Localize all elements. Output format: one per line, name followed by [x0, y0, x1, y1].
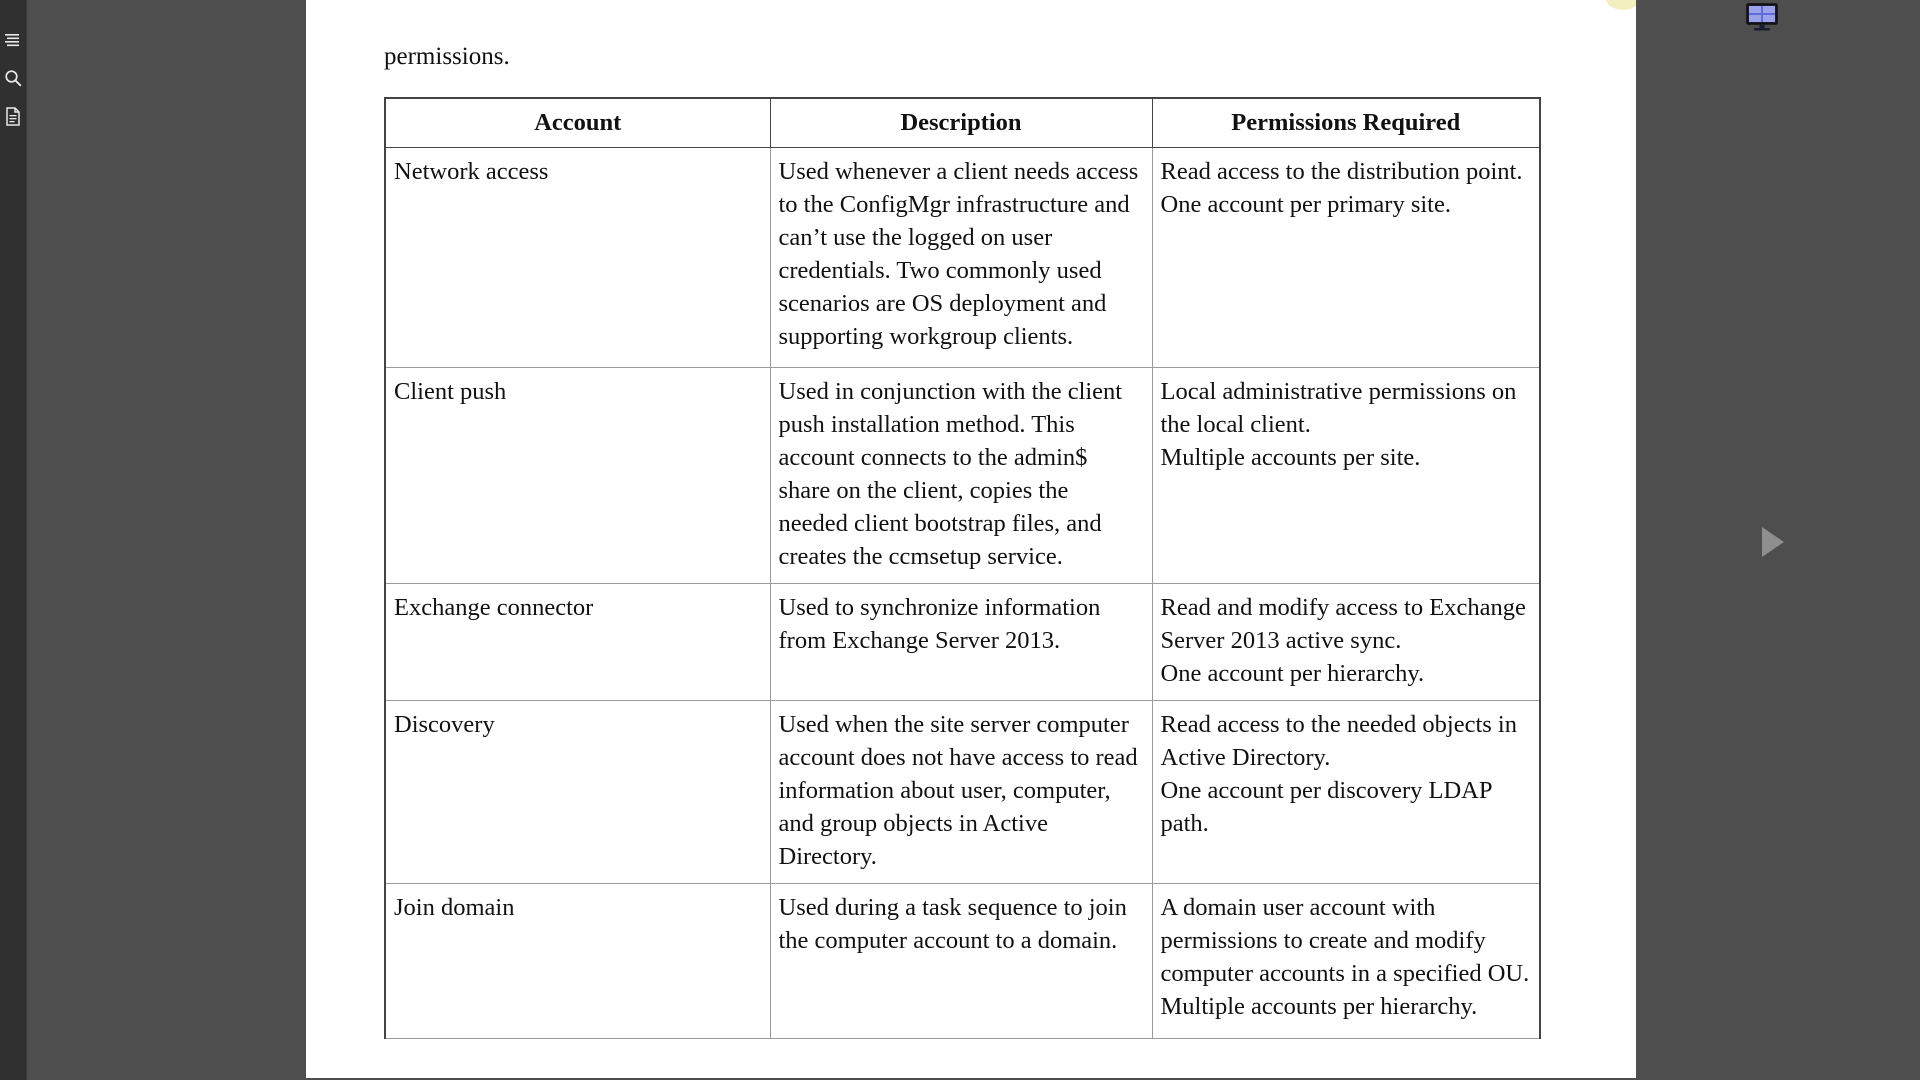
column-header-account: Account	[384, 97, 771, 148]
cell-account: Discovery	[384, 700, 771, 884]
cell-description: Used to synchronize information from Exc…	[769, 583, 1153, 701]
permission-line: One account per hierarchy.	[1160, 660, 1425, 687]
cell-description: Used in conjunction with the client push…	[769, 367, 1153, 584]
rail-divider	[26, 0, 27, 1080]
permission-line: Multiple accounts per hierarchy.	[1160, 993, 1478, 1020]
cell-description: Used whenever a client needs access to t…	[769, 147, 1153, 368]
column-header-description: Description	[769, 97, 1153, 148]
table-row: Join domain Used during a task sequence …	[384, 883, 1541, 1039]
permission-line: Read and modify access to Exchange Serve…	[1160, 594, 1526, 654]
permission-line: One account per discovery LDAP path.	[1160, 777, 1492, 837]
sidebar-rail	[0, 0, 26, 1080]
table-header-row: Account Description Permissions Required	[384, 97, 1541, 148]
next-page-arrow[interactable]	[1762, 527, 1784, 557]
table-of-contents-icon[interactable]	[3, 30, 23, 50]
cell-permissions: Read access to the distribution point. O…	[1151, 147, 1541, 368]
cell-permissions: Read and modify access to Exchange Serve…	[1151, 583, 1541, 701]
permission-line: Local administrative permissions on the …	[1160, 378, 1517, 438]
cell-permissions: Read access to the needed objects in Act…	[1151, 700, 1541, 884]
table-row: Network access Used whenever a client ne…	[384, 147, 1541, 368]
table-row: Exchange connector Used to synchronize i…	[384, 583, 1541, 701]
document-page: permissions. Account Description Permiss…	[306, 0, 1636, 1078]
cell-account: Exchange connector	[384, 583, 771, 701]
cell-permissions: A domain user account with permissions t…	[1151, 883, 1541, 1039]
permission-line: Read access to the needed objects in Act…	[1160, 711, 1517, 771]
cell-account: Join domain	[384, 883, 771, 1039]
table-row: Client push Used in conjunction with the…	[384, 367, 1541, 584]
scroll-highlight	[1606, 0, 1636, 10]
cell-description: Used during a task sequence to join the …	[769, 883, 1153, 1039]
page-bottom-edge	[306, 1078, 1636, 1080]
cell-account: Network access	[384, 147, 771, 368]
cell-account: Client push	[384, 367, 771, 584]
cell-permissions: Local administrative permissions on the …	[1151, 367, 1541, 584]
search-icon[interactable]	[3, 68, 23, 88]
accounts-table: Account Description Permissions Required…	[384, 97, 1541, 1039]
document-icon[interactable]	[3, 106, 23, 126]
permission-line: A domain user account with permissions t…	[1160, 894, 1530, 987]
permission-line: Multiple accounts per site.	[1160, 444, 1421, 471]
paragraph-lead: permissions.	[384, 43, 510, 70]
cell-description: Used when the site server computer accou…	[769, 700, 1153, 884]
permission-line: One account per primary site.	[1160, 191, 1451, 218]
table-row: Discovery Used when the site server comp…	[384, 700, 1541, 884]
column-header-permissions: Permissions Required	[1151, 97, 1541, 148]
monitor-icon[interactable]	[1744, 3, 1780, 33]
permission-line: Read access to the distribution point.	[1160, 158, 1523, 185]
